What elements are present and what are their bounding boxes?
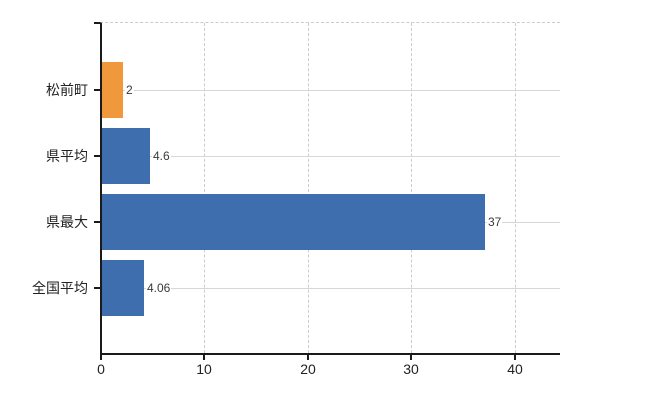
vertical-gridline [204,23,205,353]
category-label: 松前町 [46,82,88,98]
y-axis-top-tick [94,22,100,24]
bar [102,62,123,118]
bar [102,128,150,184]
vertical-gridline [515,23,516,353]
x-tick-label: 40 [507,361,523,377]
x-tick-label: 30 [403,361,419,377]
vertical-gridline [411,23,412,353]
x-tick-label: 10 [196,361,212,377]
horizontal-gridline [102,288,560,289]
category-label: 全国平均 [32,280,88,296]
y-axis-tick [94,287,100,289]
category-label: 県最大 [46,214,88,230]
x-tick-label: 0 [97,361,105,377]
y-axis-tick [94,155,100,157]
horizontal-gridline [102,156,560,157]
vertical-gridline [308,23,309,353]
x-axis-tick [100,355,102,360]
x-axis-tick [514,355,516,360]
value-label: 4.06 [146,280,172,296]
x-tick-label: 20 [300,361,316,377]
x-axis-tick [410,355,412,360]
plot-area: 2 4.6 37 4.06 [100,22,560,355]
y-axis-tick [94,221,100,223]
x-axis-tick [307,355,309,360]
value-label: 4.6 [152,148,171,164]
y-axis-tick [94,89,100,91]
bar [102,260,144,316]
category-label: 県平均 [46,148,88,164]
value-label: 2 [125,82,134,98]
bar [102,194,485,250]
x-axis-tick [203,355,205,360]
horizontal-gridline [102,90,560,91]
value-label: 37 [487,214,503,230]
